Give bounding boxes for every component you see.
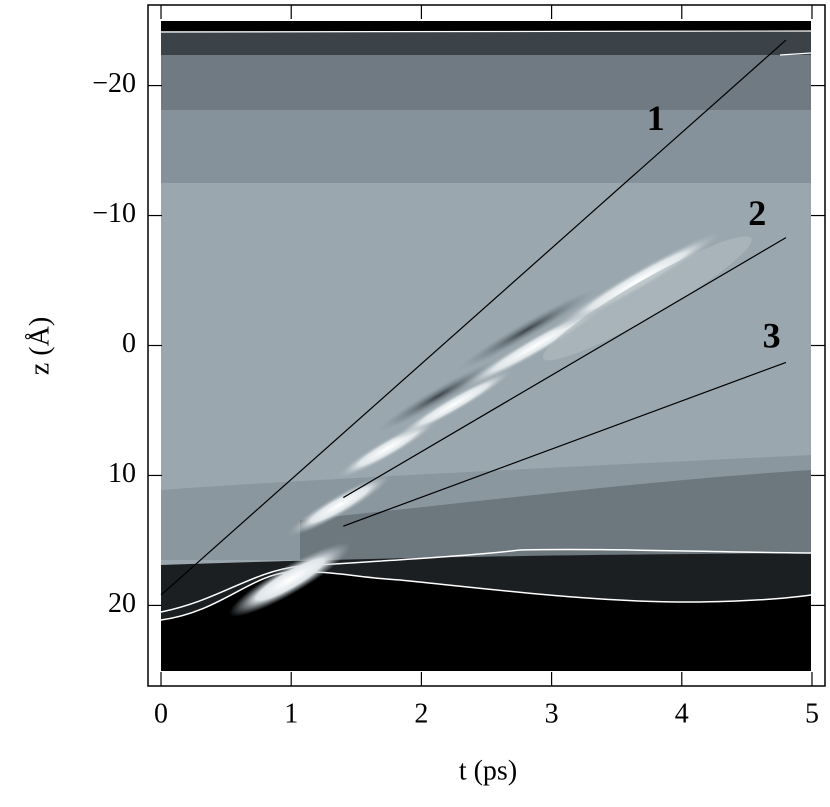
y-tick-label: 0 <box>122 328 136 359</box>
y-tick-label: −20 <box>92 68 136 99</box>
line-label: 2 <box>748 193 766 233</box>
line-label: 1 <box>647 98 665 138</box>
contour-field <box>161 21 811 671</box>
y-tick-label: 20 <box>108 588 136 619</box>
x-tick-label: 0 <box>154 698 168 729</box>
x-tick-label: 1 <box>284 698 298 729</box>
x-tick-label: 3 <box>545 698 559 729</box>
guide-line <box>343 361 787 527</box>
y-axis-label: z (Å) <box>24 317 55 375</box>
line-label: 3 <box>763 315 781 355</box>
x-tick-label: 2 <box>414 698 428 729</box>
guide-line <box>342 237 787 499</box>
y-tick-label: −10 <box>92 198 136 229</box>
x-tick-label: 5 <box>805 698 819 729</box>
guide-line <box>160 39 787 596</box>
y-tick-label: 10 <box>108 458 136 489</box>
x-axis-label: t (ps) <box>459 755 517 786</box>
x-tick-label: 4 <box>675 698 689 729</box>
